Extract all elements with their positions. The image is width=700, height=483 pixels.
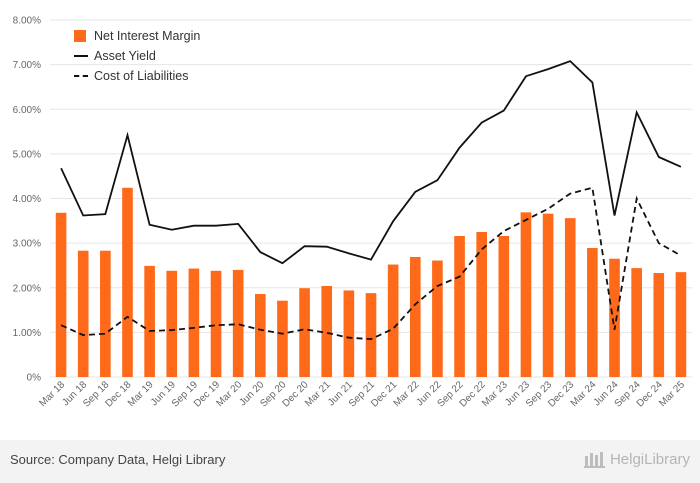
bar-nim [188, 268, 200, 377]
bar-nim [564, 218, 576, 377]
bar-nim [653, 273, 665, 377]
y-tick-label: 3.00% [13, 239, 41, 250]
bar-nim [609, 258, 620, 377]
y-tick-label: 1.00% [13, 328, 41, 339]
chart-legend: Net Interest Margin Asset Yield Cost of … [74, 26, 200, 86]
legend-label-nim: Net Interest Margin [94, 29, 201, 43]
legend-item-cost: Cost of Liabilities [74, 66, 200, 86]
legend-swatch-dashed-line [74, 75, 88, 77]
bar-nim [387, 264, 399, 377]
brand-logo: HelgiLibrary [583, 450, 690, 468]
x-tick-label: Mar 25 [657, 379, 687, 409]
legend-label-asset-yield: Asset Yield [94, 49, 156, 63]
legend-item-asset-yield: Asset Yield [74, 46, 200, 66]
bar-nim [122, 187, 133, 377]
library-icon [583, 452, 605, 468]
bar-nim [254, 293, 266, 377]
bar-nim [587, 248, 598, 377]
footer: Source: Company Data, Helgi Library Helg… [0, 440, 700, 483]
line-asset-yield [60, 60, 682, 265]
source-note: Source: Company Data, Helgi Library [10, 452, 226, 467]
y-tick-label: 0% [27, 373, 42, 384]
bar-nim [542, 213, 554, 377]
chart-area: 0% 1.00% 2.00% 3.00% 4.00% 5.00% 6.00% 7.00% 8.0… [0, 0, 700, 440]
bar-nim [232, 269, 244, 377]
bar-nim [343, 290, 355, 377]
y-tick-label: 4.00% [13, 194, 41, 205]
bar-nim [454, 235, 465, 377]
bar-nim [432, 260, 443, 377]
bar-nim [520, 212, 532, 377]
bar-nim [409, 256, 421, 377]
legend-swatch-solid-line [74, 55, 88, 57]
line-cost-of-liabilities [60, 186, 682, 341]
y-tick-label: 6.00% [13, 105, 41, 116]
bar-nim [365, 293, 377, 377]
y-tick-label: 2.00% [13, 283, 41, 294]
bar-nim [144, 265, 155, 377]
bar-nim [476, 231, 488, 377]
y-tick-label: 7.00% [13, 60, 41, 71]
bar-nim [166, 270, 178, 377]
legend-swatch-bar [74, 30, 86, 42]
bar-nim [100, 250, 111, 377]
bar-nim [675, 272, 687, 377]
y-tick-label: 8.00% [13, 16, 41, 27]
bar-nim [210, 270, 222, 377]
bar-nim [277, 300, 288, 377]
chart-svg: 0% 1.00% 2.00% 3.00% 4.00% 5.00% 6.00% 7.00% 8.0… [13, 16, 692, 410]
bar-nim [321, 285, 333, 377]
legend-label-cost: Cost of Liabilities [94, 69, 189, 83]
bar-nim [77, 250, 89, 377]
bar-nim [299, 288, 310, 377]
bar-nim [55, 212, 67, 377]
bar-nim [498, 235, 510, 377]
brand-name: HelgiLibrary [609, 450, 690, 468]
bar-nim [631, 268, 642, 377]
legend-item-nim: Net Interest Margin [74, 26, 200, 46]
y-tick-label: 5.00% [13, 149, 41, 160]
